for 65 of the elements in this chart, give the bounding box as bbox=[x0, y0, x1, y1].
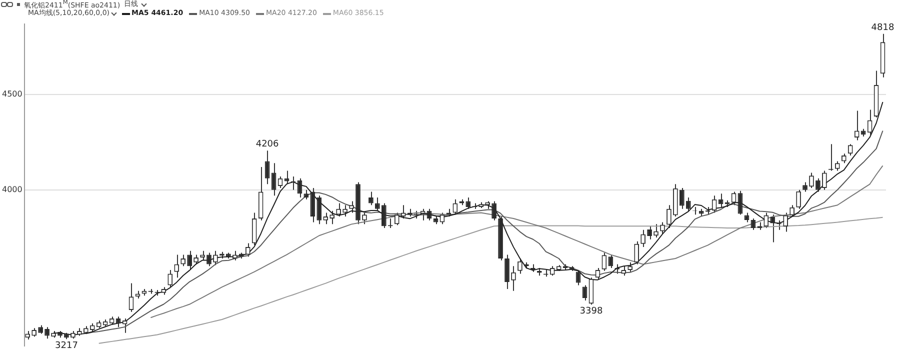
candlestick bbox=[232, 250, 238, 261]
annotation: 4206 bbox=[256, 139, 280, 150]
candlestick bbox=[349, 200, 354, 214]
candlestick bbox=[783, 212, 788, 232]
candlestick bbox=[440, 212, 445, 225]
candlestick bbox=[284, 170, 290, 185]
candlestick bbox=[194, 254, 198, 265]
y-tick-label: 4500 bbox=[2, 90, 22, 99]
candlestick bbox=[316, 195, 322, 225]
candlestick bbox=[180, 254, 186, 267]
candlestick bbox=[654, 224, 658, 238]
candlestick bbox=[518, 258, 522, 274]
candlestick bbox=[647, 226, 652, 240]
candlestick bbox=[809, 172, 814, 188]
candlestick bbox=[802, 182, 808, 192]
candlestick bbox=[394, 212, 400, 226]
candlestick bbox=[168, 269, 173, 288]
candlestick bbox=[44, 326, 50, 340]
candlestick bbox=[511, 266, 516, 292]
candlestick bbox=[466, 196, 471, 210]
candlestick bbox=[822, 170, 827, 190]
candlestick bbox=[628, 262, 633, 272]
candlestick bbox=[200, 250, 205, 261]
candlestick bbox=[816, 178, 820, 192]
candlestick bbox=[206, 252, 212, 267]
candlestick bbox=[634, 240, 640, 265]
candlestick bbox=[400, 204, 406, 219]
candlestick bbox=[381, 202, 386, 228]
candlestick bbox=[770, 214, 776, 243]
candlestick bbox=[660, 222, 665, 234]
candlestick bbox=[174, 254, 180, 278]
annotation: 3398 bbox=[580, 306, 603, 316]
candlestick bbox=[252, 212, 257, 246]
candlestick bbox=[640, 229, 646, 248]
candlestick bbox=[492, 200, 496, 221]
candlestick bbox=[368, 191, 374, 206]
candlestick bbox=[362, 212, 367, 225]
candlestick bbox=[796, 189, 801, 210]
candlestick bbox=[323, 212, 328, 225]
candlestick bbox=[848, 144, 853, 156]
candlestick bbox=[271, 162, 276, 196]
candlestick bbox=[582, 284, 588, 301]
candlestick bbox=[304, 189, 309, 200]
candlestick bbox=[686, 196, 691, 212]
candlestick bbox=[764, 212, 769, 228]
annotation: 4818 bbox=[871, 22, 894, 33]
candlestick bbox=[122, 318, 128, 334]
candlestick bbox=[504, 254, 510, 290]
candlestick bbox=[330, 210, 335, 225]
candlestick bbox=[834, 160, 840, 172]
candlestick bbox=[621, 266, 626, 276]
candlestick bbox=[744, 212, 750, 223]
y-tick-label: 4000 bbox=[2, 184, 22, 194]
candlestick bbox=[841, 153, 846, 164]
candlestick bbox=[854, 110, 860, 141]
candlestick bbox=[666, 204, 672, 228]
candlestick bbox=[213, 250, 218, 266]
candlestick bbox=[336, 202, 341, 218]
candlestick bbox=[310, 187, 316, 223]
candlestick bbox=[116, 316, 121, 328]
candlestick bbox=[608, 254, 614, 269]
candlestick bbox=[680, 187, 684, 210]
annotation: 3217 bbox=[55, 340, 78, 351]
candlestick bbox=[187, 250, 192, 270]
candlestick bbox=[375, 196, 380, 212]
